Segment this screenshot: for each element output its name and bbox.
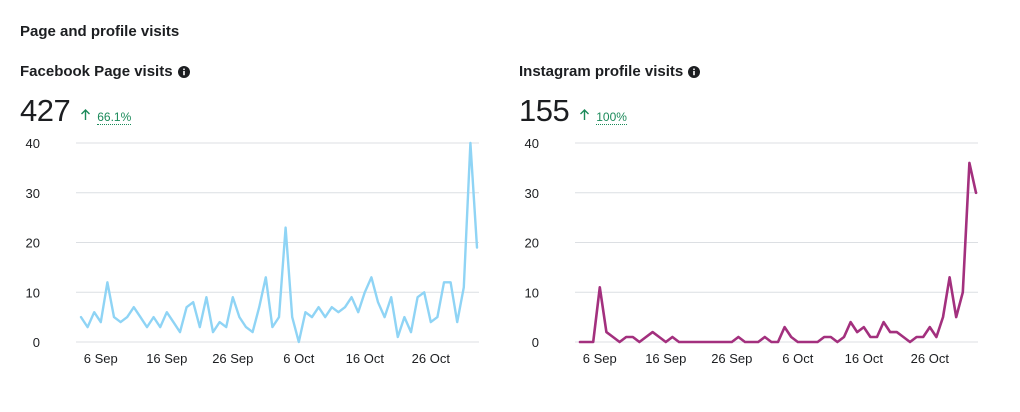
instagram-delta: 100% bbox=[579, 109, 627, 125]
info-icon[interactable] bbox=[177, 65, 190, 78]
facebook-x-tick-label: 16 Sep bbox=[146, 351, 187, 366]
section-title: Page and profile visits bbox=[20, 23, 180, 40]
instagram-visits-value: 155 bbox=[519, 93, 570, 128]
facebook-y-tick-label: 30 bbox=[26, 186, 40, 201]
instagram-x-tick-label: 16 Sep bbox=[645, 351, 686, 366]
facebook-panel-title: Facebook Page visits bbox=[20, 63, 190, 80]
arrow-up-icon bbox=[81, 109, 91, 120]
facebook-page-visits-panel: Facebook Page visits 427 66.1% 0 10 20 30 40… bbox=[20, 60, 490, 400]
facebook-y-tick-label: 10 bbox=[26, 285, 40, 300]
instagram-y-tick-label: 10 bbox=[525, 285, 539, 300]
instagram-y-tick-label: 30 bbox=[525, 186, 539, 201]
instagram-series-line bbox=[578, 161, 978, 344]
facebook-x-tick-label: 26 Oct bbox=[412, 351, 451, 366]
facebook-metric: 427 66.1% bbox=[20, 93, 132, 129]
facebook-visits-value: 427 bbox=[20, 93, 71, 128]
instagram-panel-title: Instagram profile visits bbox=[519, 63, 701, 80]
facebook-delta: 66.1% bbox=[80, 109, 132, 125]
facebook-x-tick-label: 6 Oct bbox=[283, 351, 314, 366]
instagram-x-tick-label: 6 Sep bbox=[583, 351, 617, 366]
facebook-y-tick-label: 40 bbox=[26, 136, 40, 151]
instagram-x-tick-label: 26 Oct bbox=[911, 351, 950, 366]
instagram-x-tick-label: 26 Sep bbox=[711, 351, 752, 366]
info-icon[interactable] bbox=[688, 65, 701, 78]
instagram-y-tick-label: 40 bbox=[525, 136, 539, 151]
facebook-y-tick-label: 0 bbox=[33, 335, 40, 350]
instagram-profile-visits-panel: Instagram profile visits 155 100% 0 10 20 3… bbox=[519, 60, 989, 400]
arrow-up-icon bbox=[580, 109, 590, 120]
instagram-visits-chart: 0 10 20 30 40 6 Sep 16 Sep 26 Sep 6 Oct 16 Oct 26 … bbox=[525, 136, 978, 366]
facebook-title-label: Facebook Page visits bbox=[20, 63, 173, 80]
facebook-x-tick-label: 6 Sep bbox=[84, 351, 118, 366]
instagram-y-tick-label: 0 bbox=[532, 335, 539, 350]
instagram-x-tick-label: 16 Oct bbox=[845, 351, 884, 366]
instagram-metric: 155 100% bbox=[519, 93, 627, 129]
instagram-title-label: Instagram profile visits bbox=[519, 63, 684, 80]
facebook-series-line bbox=[79, 141, 479, 344]
facebook-visits-chart: 0 10 20 30 40 6 Sep 16 Sep 26 Sep 6 Oct 16 Oct 26 … bbox=[26, 136, 479, 366]
facebook-x-tick-label: 16 Oct bbox=[346, 351, 385, 366]
instagram-delta-value[interactable]: 100% bbox=[596, 110, 627, 125]
instagram-x-tick-label: 6 Oct bbox=[782, 351, 813, 366]
instagram-y-tick-label: 20 bbox=[525, 236, 539, 251]
facebook-x-tick-label: 26 Sep bbox=[212, 351, 253, 366]
facebook-y-tick-label: 20 bbox=[26, 236, 40, 251]
facebook-delta-value[interactable]: 66.1% bbox=[97, 110, 132, 125]
